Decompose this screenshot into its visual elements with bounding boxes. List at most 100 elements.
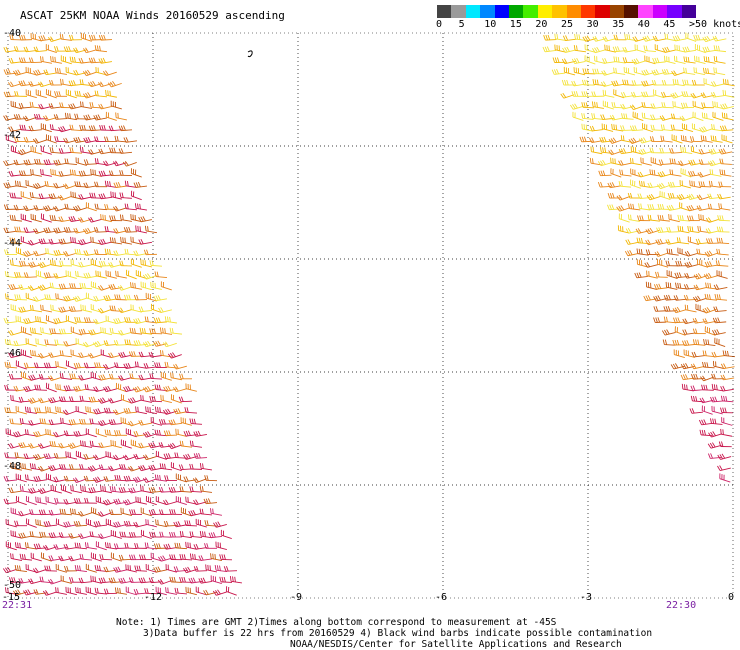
wind-barb: [144, 588, 158, 595]
wind-barb: [105, 451, 117, 460]
wind-barb: [598, 170, 612, 177]
barb-feather: [115, 250, 119, 256]
barb-feather: [133, 318, 137, 324]
barb-feather: [600, 181, 603, 188]
barb-feather: [35, 70, 39, 75]
wind-barb: [90, 236, 102, 245]
barb-feather: [204, 475, 207, 481]
barb-feather: [96, 227, 99, 233]
barb-feather: [45, 315, 47, 321]
barb-feather: [18, 103, 22, 109]
barb-feather: [612, 46, 616, 52]
wind-barb: [87, 80, 102, 88]
barb-feather: [5, 46, 9, 52]
barb-feather: [90, 236, 92, 242]
barb-feather: [119, 588, 121, 594]
barb-feather: [58, 443, 62, 449]
wind-barb: [691, 123, 704, 133]
barb-feather: [4, 407, 7, 413]
barb-feather: [571, 81, 575, 87]
barb-feather: [16, 452, 19, 458]
barb-feather: [16, 565, 19, 571]
barb-feather: [5, 498, 9, 504]
wind-barb: [10, 394, 22, 403]
wind-barb: [53, 159, 68, 166]
barb-feather: [4, 452, 7, 458]
barb-feather: [215, 590, 219, 595]
barb-feather: [195, 518, 197, 525]
wind-barb: [79, 395, 93, 403]
barb-feather: [94, 576, 96, 582]
wind-barb: [18, 34, 33, 41]
barb-feather: [72, 237, 74, 243]
barb-feather: [104, 429, 107, 435]
barb-feather: [118, 487, 122, 493]
barb-feather: [94, 181, 97, 187]
barb-feather: [42, 590, 47, 596]
wind-barb: [610, 157, 622, 166]
barb-feather: [87, 227, 91, 233]
barb-feather: [29, 90, 31, 96]
legend-swatch: [609, 5, 625, 18]
barb-feather: [12, 508, 14, 514]
barb-feather: [622, 226, 624, 232]
barb-feather: [17, 542, 19, 548]
barb-feather: [596, 102, 598, 108]
barb-feather: [602, 159, 606, 165]
barb-feather: [127, 385, 131, 391]
barb-feather: [128, 226, 131, 233]
barb-feather: [135, 270, 137, 276]
barb-feather: [55, 383, 57, 389]
wind-barb: [13, 46, 28, 52]
barb-feather: [127, 466, 132, 472]
barb-feather: [37, 488, 42, 494]
barb-feather: [17, 431, 21, 436]
wind-barb: [80, 32, 92, 42]
barb-feather: [649, 136, 653, 142]
wind-barb: [69, 124, 83, 131]
barb-feather: [111, 509, 114, 515]
wind-barb: [132, 476, 147, 483]
barb-feather: [630, 214, 632, 220]
barb-feather: [704, 46, 708, 52]
barb-feather: [677, 214, 680, 221]
wind-barb: [581, 113, 594, 120]
barb-feather: [684, 46, 688, 52]
barb-feather: [105, 111, 107, 118]
wind-barb: [25, 66, 37, 76]
wind-barb: [592, 36, 607, 42]
barb-feather: [125, 564, 127, 570]
barb-feather: [112, 530, 114, 536]
barb-feather: [13, 386, 17, 392]
barb-feather: [167, 564, 169, 570]
wind-barb: [685, 32, 697, 42]
barb-feather: [644, 36, 649, 42]
barb-feather: [574, 103, 578, 109]
wind-barb: [54, 67, 68, 75]
barb-feather: [35, 270, 37, 276]
wind-barb: [604, 44, 616, 53]
wind-barb: [649, 136, 663, 143]
barb-feather: [37, 453, 41, 459]
barb-feather: [98, 193, 102, 200]
barb-shaft: [652, 129, 664, 131]
barb-feather: [34, 147, 36, 153]
wind-barb: [135, 270, 147, 279]
wind-barb: [3, 182, 18, 189]
barb-shaft: [201, 467, 213, 471]
barb-feather: [76, 498, 79, 504]
wind-barb: [118, 375, 132, 381]
barb-feather: [50, 578, 54, 584]
barb-feather: [87, 353, 92, 359]
barb-feather: [672, 78, 675, 85]
wind-barb: [35, 338, 47, 347]
barb-feather: [161, 509, 164, 515]
wind-barb: [59, 260, 73, 267]
barb-feather: [181, 576, 184, 583]
barb-feather: [159, 579, 164, 584]
wind-barb: [554, 44, 566, 53]
wind-barb: [140, 394, 152, 403]
wind-barb: [602, 100, 614, 110]
barb-feather: [613, 34, 616, 40]
barb-feather: [3, 160, 7, 166]
